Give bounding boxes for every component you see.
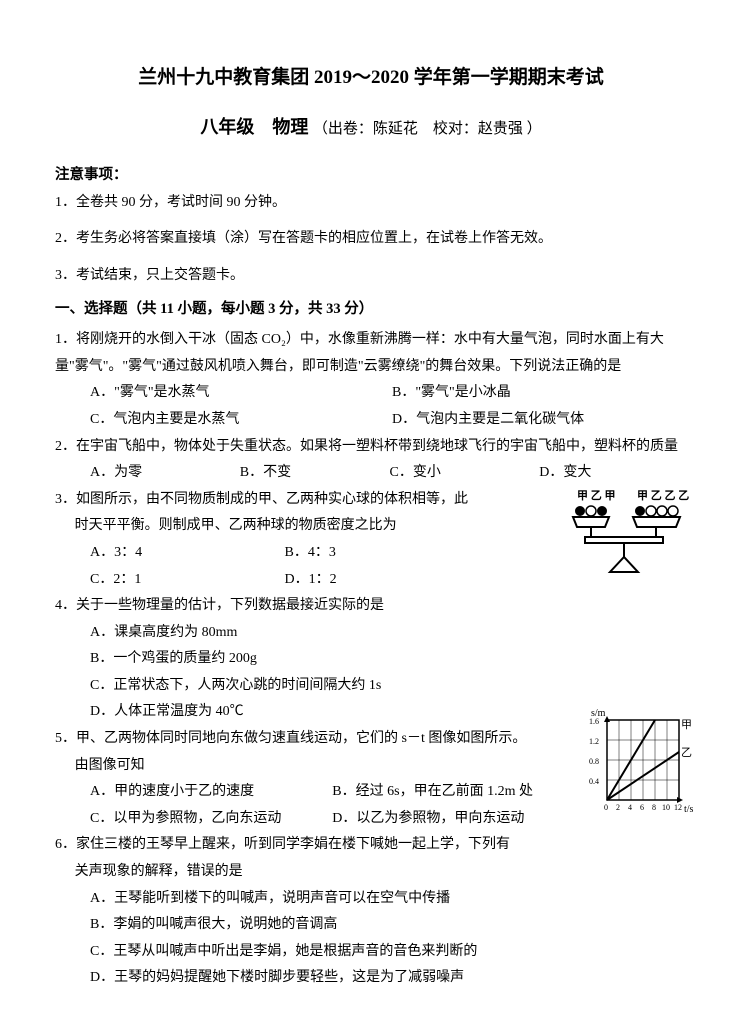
- st-graph-icon: s/m 1.6 1.2 0.8 0.4 0 2 4 6 8: [587, 706, 697, 821]
- svg-text:乙: 乙: [681, 746, 692, 759]
- q4-opt-a: A．课桌高度约为 80mm: [55, 620, 687, 647]
- question-1: 1．将刚烧开的水倒入干冰（固态 CO₂）中，水像重新沸腾一样：水中有大量气泡，同…: [55, 327, 687, 433]
- svg-text:0: 0: [604, 803, 608, 812]
- q5-opt-d: D．以乙为参照物，甲向东运动: [332, 806, 524, 833]
- section-1-head: 一、选择题（共 11 小题，每小题 3 分，共 33 分）: [55, 296, 687, 324]
- q5-opt-a: A．甲的速度小于乙的速度: [90, 779, 329, 806]
- q4-opt-b: B．一个鸡蛋的质量约 200g: [55, 646, 687, 673]
- q6-stem2: 关声现象的解释，错误的是: [55, 859, 687, 886]
- q4-opt-c: C．正常状态下，人两次心跳的时间间隔大约 1s: [55, 673, 687, 700]
- notice-item: 2．考生务必将答案直接填（涂）写在答题卡的相应位置上，在试卷上作答无效。: [55, 226, 687, 253]
- q5-opt-b: B．经过 6s，甲在乙前面 1.2m 处: [332, 779, 533, 806]
- svg-text:甲: 甲: [681, 719, 692, 731]
- page-subtitle: 八年级 物理 （出卷：陈延花 校对：赵贵强 ）: [55, 110, 687, 144]
- notice-label: 注意事项：: [55, 162, 687, 190]
- question-6: 6．家住三楼的王琴早上醒来，听到同学李娟在楼下喊她一起上学，下列有 关声现象的解…: [55, 832, 687, 992]
- svg-text:6: 6: [640, 803, 644, 812]
- page-title: 兰州十九中教育集团 2019～2020 学年第一学期期末考试: [55, 60, 687, 96]
- svg-text:12: 12: [674, 803, 682, 812]
- q2-opt-a: A．为零: [90, 460, 236, 487]
- q3-opt-a: A．3：4: [90, 540, 281, 567]
- fig-right-label: 甲 乙 乙 乙: [637, 489, 689, 502]
- question-2: 2．在宇宙飞船中，物体处于失重状态。如果将一塑料杯带到绕地球飞行的宇宙飞船中，塑…: [55, 434, 687, 487]
- q6-opt-a: A．王琴能听到楼下的叫喊声，说明声音可以在空气中传播: [55, 886, 687, 913]
- q3-opt-d: D．1：2: [285, 567, 476, 594]
- exam-page: 兰州十九中教育集团 2019～2020 学年第一学期期末考试 八年级 物理 （出…: [0, 0, 742, 1022]
- fig-left-label: 甲 乙 甲: [577, 489, 616, 502]
- svg-text:1.2: 1.2: [589, 737, 599, 746]
- svg-text:0.8: 0.8: [589, 757, 599, 766]
- q5-opt-c: C．以甲为参照物，乙向东运动: [90, 806, 329, 833]
- subtitle-main: 八年级 物理: [200, 117, 308, 137]
- q1-opt-d: D．气泡内主要是二氧化碳气体: [392, 407, 685, 434]
- svg-text:t/s: t/s: [684, 804, 694, 815]
- notice-item: 3．考试结束，只上交答题卡。: [55, 263, 687, 290]
- svg-text:10: 10: [662, 803, 670, 812]
- q3-opt-c: C．2：1: [90, 567, 281, 594]
- q6-stem1: 6．家住三楼的王琴早上醒来，听到同学李娟在楼下喊她一起上学，下列有: [55, 832, 687, 859]
- subtitle-meta: （出卷：陈延花 校对：赵贵强 ）: [313, 121, 542, 137]
- q2-opt-c: C．变小: [390, 460, 536, 487]
- q4-stem: 4．关于一些物理量的估计，下列数据最接近实际的是: [55, 593, 687, 620]
- q2-stem: 2．在宇宙飞船中，物体处于失重状态。如果将一塑料杯带到绕地球飞行的宇宙飞船中，塑…: [55, 434, 687, 461]
- q1-opt-c: C．气泡内主要是水蒸气: [90, 407, 389, 434]
- svg-text:0.4: 0.4: [589, 777, 599, 786]
- q6-opt-d: D．王琴的妈妈提醒她下楼时脚步要轻些，这是为了减弱噪声: [55, 965, 687, 992]
- q6-opt-c: C．王琴从叫喊声中听出是李娟，她是根据声音的音色来判断的: [55, 939, 687, 966]
- notice-item: 1．全卷共 90 分，考试时间 90 分钟。: [55, 190, 687, 217]
- svg-text:2: 2: [616, 803, 620, 812]
- q1-opt-b: B．"雾气"是小冰晶: [392, 380, 685, 407]
- q3-opt-b: B．4：3: [285, 540, 476, 567]
- question-3: 3．如图所示，由不同物质制成的甲、乙两种实心球的体积相等，此 时天平平衡。则制成…: [55, 487, 687, 593]
- balance-scale-icon: 甲 乙 甲 甲 乙 乙 乙: [555, 487, 695, 577]
- svg-text:8: 8: [652, 803, 656, 812]
- q1-opt-a: A．"雾气"是水蒸气: [90, 380, 389, 407]
- question-5: 5．甲、乙两物体同时同地向东做匀速直线运动，它们的 s－t 图像如图所示。 由图…: [55, 726, 687, 832]
- q2-opt-d: D．变大: [539, 460, 685, 487]
- svg-text:1.6: 1.6: [589, 717, 599, 726]
- q2-opt-b: B．不变: [240, 460, 386, 487]
- q1-stem: 1．将刚烧开的水倒入干冰（固态 CO₂）中，水像重新沸腾一样：水中有大量气泡，同…: [55, 327, 687, 380]
- q6-opt-b: B．李娟的叫喊声很大，说明她的音调高: [55, 912, 687, 939]
- svg-text:4: 4: [628, 803, 632, 812]
